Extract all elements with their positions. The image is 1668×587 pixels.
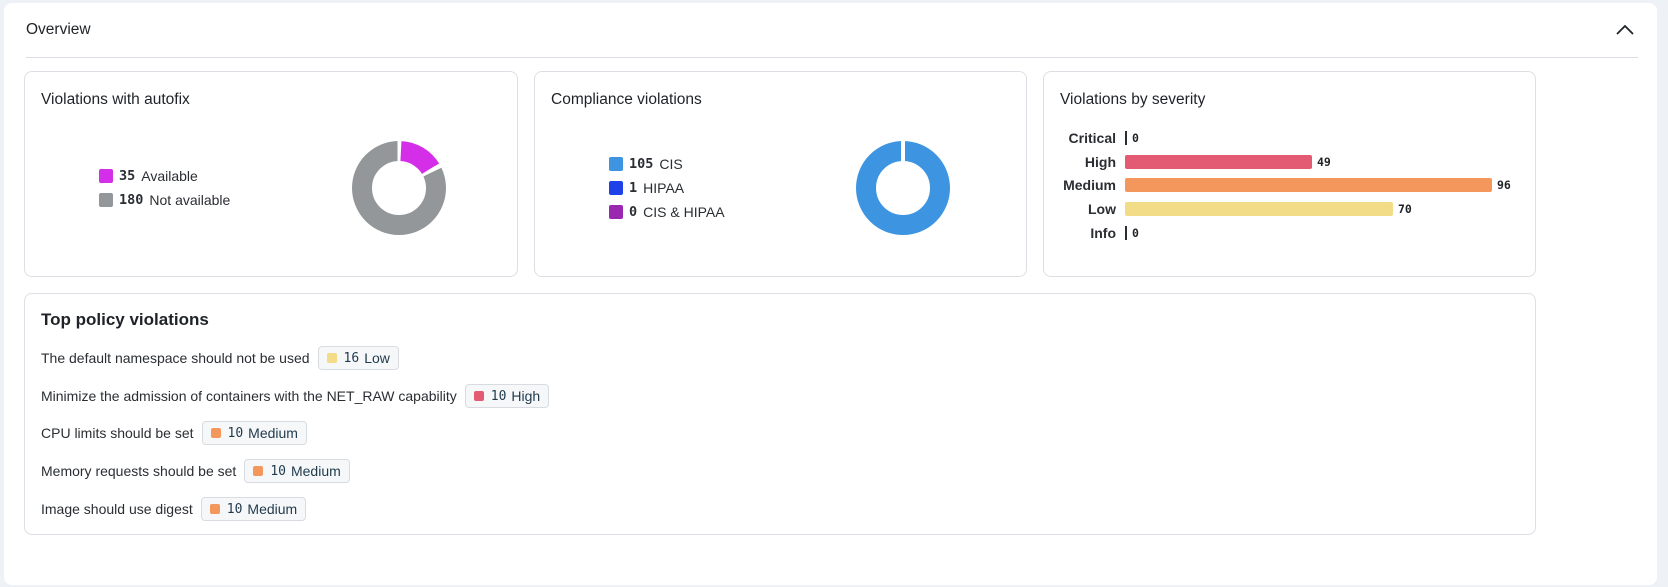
badge-count: 10 xyxy=(226,501,243,517)
autofix-legend: 35 Available 180 Not available xyxy=(99,164,230,212)
policy-row: Minimize the admission of containers wit… xyxy=(41,384,550,408)
legend-count: 35 xyxy=(119,168,136,184)
severity-badge[interactable]: 10 Medium xyxy=(201,421,307,445)
legend-label: CIS & HIPAA xyxy=(643,204,725,220)
legend-item-cis-hipaa[interactable]: 0 CIS & HIPAA xyxy=(609,200,725,224)
legend-item-not-available[interactable]: 180 Not available xyxy=(99,188,230,212)
severity-row-low[interactable]: Low 70 xyxy=(1044,199,1412,219)
policy-row: Memory requests should be set 10 Medium xyxy=(41,459,350,483)
severity-bar xyxy=(1125,202,1393,216)
policy-row: The default namespace should not be used… xyxy=(41,346,399,370)
top-policy-title: Top policy violations xyxy=(41,310,209,329)
available-swatch xyxy=(99,169,113,183)
severity-label: Info xyxy=(1090,225,1116,241)
severity-bar-chart: Critical 0 High 49 Medium 96 Low 70 Info xyxy=(1044,72,1535,276)
severity-dot-icon xyxy=(473,391,484,401)
severity-badge[interactable]: 10 High xyxy=(464,384,550,408)
severity-dot-icon xyxy=(209,504,220,514)
legend-label: Not available xyxy=(149,192,231,208)
severity-row-high[interactable]: High 49 xyxy=(1044,152,1331,172)
policy-name[interactable]: Image should use digest xyxy=(41,501,193,517)
severity-dot-icon xyxy=(253,466,264,476)
severity-badge[interactable]: 10 Medium xyxy=(244,459,350,483)
autofix-donut-chart[interactable] xyxy=(352,141,446,235)
collapse-button[interactable] xyxy=(1612,17,1638,43)
badge-count: 10 xyxy=(227,425,244,441)
cis-hipaa-swatch xyxy=(609,205,623,219)
chevron-up-icon xyxy=(1616,24,1634,35)
legend-item-hipaa[interactable]: 1 HIPAA xyxy=(609,176,725,200)
severity-badge[interactable]: 16 Low xyxy=(317,346,399,370)
severity-bar xyxy=(1125,226,1127,240)
severity-row-critical[interactable]: Critical 0 xyxy=(1044,128,1139,148)
policy-name[interactable]: The default namespace should not be used xyxy=(41,350,310,366)
autofix-card-title: Violations with autofix xyxy=(41,91,190,108)
severity-value: 49 xyxy=(1317,155,1331,169)
severity-value: 0 xyxy=(1132,226,1139,240)
severity-label: Low xyxy=(1088,201,1116,217)
severity-bar xyxy=(1125,178,1492,192)
severity-dot-icon xyxy=(210,428,221,438)
badge-severity: Medium xyxy=(290,463,341,479)
overview-header[interactable]: Overview xyxy=(26,3,1638,58)
badge-severity: Medium xyxy=(247,501,298,517)
top-policy-card: Top policy violations The default namesp… xyxy=(24,293,1536,535)
policy-row: Image should use digest 10 Medium xyxy=(41,497,307,521)
autofix-card: Violations with autofix 35 Available 180… xyxy=(24,71,518,277)
legend-count: 0 xyxy=(629,204,638,220)
severity-value: 96 xyxy=(1497,178,1511,192)
severity-value: 70 xyxy=(1398,202,1412,216)
severity-row-info[interactable]: Info 0 xyxy=(1044,223,1139,243)
badge-severity: Medium xyxy=(248,425,298,441)
badge-severity: High xyxy=(511,388,541,404)
legend-count: 1 xyxy=(629,180,638,196)
legend-label: Available xyxy=(141,168,198,184)
severity-bar xyxy=(1125,155,1312,169)
legend-item-cis[interactable]: 105 CIS xyxy=(609,152,725,176)
overview-title: Overview xyxy=(26,21,91,38)
severity-label: High xyxy=(1084,154,1116,170)
severity-label: Critical xyxy=(1068,130,1116,146)
compliance-donut-chart[interactable] xyxy=(856,141,950,235)
severity-card: Violations by severity Critical 0 High 4… xyxy=(1043,71,1536,277)
badge-severity: Low xyxy=(364,350,390,366)
compliance-card-title: Compliance violations xyxy=(551,91,702,108)
not-available-swatch xyxy=(99,193,113,207)
badge-count: 16 xyxy=(343,350,360,366)
severity-label: Medium xyxy=(1063,177,1116,193)
policy-name[interactable]: Memory requests should be set xyxy=(41,463,237,479)
legend-count: 105 xyxy=(629,156,654,172)
legend-label: HIPAA xyxy=(643,180,685,196)
severity-row-medium[interactable]: Medium 96 xyxy=(1044,175,1511,195)
overview-panel: Overview Violations with autofix 35 Avai… xyxy=(4,3,1657,585)
legend-label: CIS xyxy=(659,156,683,172)
hipaa-swatch xyxy=(609,181,623,195)
legend-item-available[interactable]: 35 Available xyxy=(99,164,230,188)
compliance-legend: 105 CIS 1 HIPAA 0 CIS & HIPAA xyxy=(609,152,725,224)
severity-value: 0 xyxy=(1132,131,1139,145)
severity-badge[interactable]: 10 Medium xyxy=(200,497,307,521)
badge-count: 10 xyxy=(270,463,286,479)
compliance-card: Compliance violations 105 CIS 1 HIPAA 0 … xyxy=(534,71,1027,277)
severity-card-title: Violations by severity xyxy=(1060,91,1206,108)
badge-count: 10 xyxy=(490,388,507,404)
severity-dot-icon xyxy=(326,353,337,363)
policy-name[interactable]: CPU limits should be set xyxy=(41,425,194,441)
policy-row: CPU limits should be set 10 Medium xyxy=(41,421,307,445)
policy-name[interactable]: Minimize the admission of containers wit… xyxy=(41,388,457,404)
legend-count: 180 xyxy=(119,192,144,208)
severity-bar xyxy=(1125,131,1127,145)
cis-swatch xyxy=(609,157,623,171)
